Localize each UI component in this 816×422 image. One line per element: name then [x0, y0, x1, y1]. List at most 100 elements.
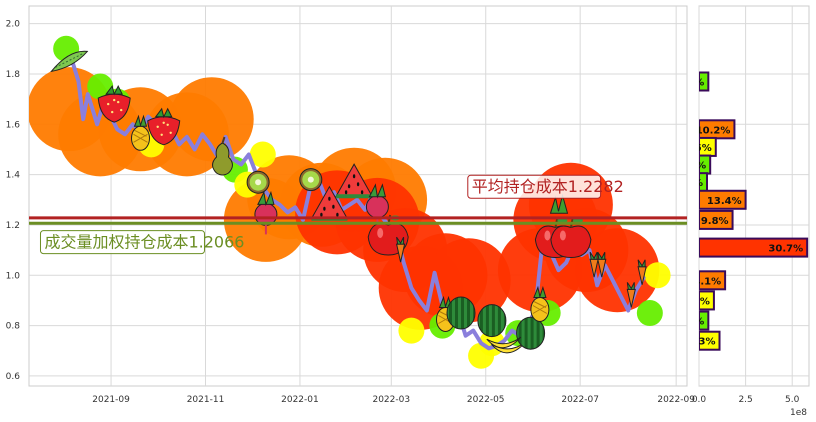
distribution-blob-small [398, 317, 425, 344]
annotation-label: 成交量加权持仓成本1.2066 [44, 233, 244, 252]
volume-bar [699, 237, 809, 258]
apple-shine [559, 230, 566, 241]
carrot-icon [589, 251, 599, 278]
main-chart-panel: 平均持仓成本1.2282 成交量加权持仓成本1.2066 0.6 0.8 1.0 1.2… [6, 5, 695, 405]
volume-bar [699, 71, 710, 92]
watermelon-icon [446, 296, 476, 330]
watermelon-seed [328, 196, 331, 201]
y-tick-label: 1.4 [6, 171, 21, 181]
watermelon-body [477, 304, 507, 338]
x-tick-label: 2022-05 [467, 395, 505, 405]
fruit-icons [50, 50, 647, 354]
strawberry-seed [111, 110, 114, 114]
carrot-icon [597, 251, 607, 278]
cost-lines [29, 216, 687, 225]
watermelon-icon [516, 316, 546, 350]
pear-stem [221, 136, 226, 144]
pineapple-top-icon [549, 193, 569, 214]
apple-shine [544, 230, 551, 241]
pea-pod-seam [55, 52, 84, 68]
strawberry-icon [97, 84, 131, 123]
apple-body [550, 225, 592, 259]
y-tick-label: 1.8 [6, 70, 21, 80]
strawberry-leaves [105, 84, 124, 96]
watermelon-seed [360, 190, 364, 195]
annotation-box [39, 230, 205, 255]
volume-bar-label: % [696, 161, 706, 172]
pineapple-leaves [133, 114, 148, 128]
side-x-offset-label: 1e8 [790, 408, 807, 418]
carrot-icon [626, 282, 636, 308]
banana-body [486, 336, 522, 349]
volume-bar-label: 10.2% [696, 125, 731, 136]
volume-bar-label: % [694, 77, 704, 88]
x-tick-label: 2021-09 [92, 395, 130, 405]
y-tick-label: 1.0 [6, 271, 21, 281]
side-x-tick-label: 5.0 [785, 395, 800, 405]
distribution-blob [575, 228, 660, 313]
watermelon-seed [332, 204, 335, 209]
carrot-leaves [637, 259, 646, 268]
strawberry-seed [120, 108, 123, 112]
x-axis-ticks: 2021-09 2021-11 2022-01 2022-03 2022-05 2022-… [92, 395, 695, 405]
watermelon-seed [347, 184, 351, 189]
volume-bar-label: % [694, 317, 704, 328]
volume-bar-label: % [693, 178, 703, 189]
side-x-tick-label: 0.0 [692, 395, 707, 405]
volume-bar [699, 270, 727, 291]
distribution-blob-small [249, 141, 276, 168]
radish-body [365, 195, 389, 219]
carrot-leaves [589, 251, 598, 260]
radish-leaves [368, 183, 387, 199]
pineapple-top-leaves [549, 193, 569, 214]
kiwi-core [255, 179, 262, 186]
strawberry-seed [113, 98, 116, 102]
pear-icon [212, 136, 233, 176]
y-axis-ticks: 0.6 0.8 1.0 1.2 1.4 1.6 1.8 2.0 [6, 20, 21, 382]
carrot-leaves [626, 282, 635, 290]
annotation-box [467, 174, 602, 199]
strawberry-leaves [154, 107, 173, 119]
watermelon-body [516, 316, 546, 350]
watermelon-icon [477, 304, 507, 338]
volume-bar [699, 189, 747, 210]
kiwi-icon [299, 168, 323, 192]
watermelon-seed [356, 182, 360, 187]
radish-icon [254, 190, 278, 235]
strawberry-icon [147, 107, 181, 146]
side-x-tick-label: 2.5 [738, 395, 752, 405]
kiwi-icon [246, 170, 270, 194]
watermelon-seed [336, 212, 339, 217]
volume-bar [699, 330, 721, 351]
watermelon-seed [323, 206, 326, 211]
x-tick-label: 2021-11 [187, 395, 225, 405]
radish-icon [365, 183, 389, 227]
side-x-ticks: 0.0 2.5 5.0 1e8 [692, 395, 807, 418]
pineapple-icon [530, 285, 550, 322]
radish-leaves [257, 190, 275, 207]
x-tick-label: 2022-03 [372, 395, 410, 405]
volume-bar [699, 290, 715, 311]
volume-bar-label: 13.4% [707, 196, 742, 207]
x-tick-label: 2022-07 [561, 395, 599, 405]
volume-bar-label: 9.8% [701, 216, 729, 227]
carrot-leaves [597, 251, 606, 260]
volume-bar-label: 2% [693, 296, 710, 307]
distribution-blob-small [636, 300, 663, 327]
carrot-icon [637, 259, 647, 285]
y-tick-label: 2.0 [6, 20, 21, 30]
carrot-icon [395, 236, 406, 263]
x-tick-label: 2022-09 [657, 395, 695, 405]
volume-bar [699, 209, 734, 230]
y-tick-label: 0.8 [6, 322, 21, 332]
strawberry-seed [160, 133, 163, 136]
x-tick-label: 2022-01 [281, 395, 319, 405]
volume-bar-label: 3% [699, 337, 716, 348]
watermelon-slice-icon [335, 163, 373, 199]
pineapple-leaves [533, 285, 547, 299]
pea-pod-icon [50, 50, 89, 73]
y-tick-label: 1.2 [6, 221, 20, 231]
pear-body [212, 142, 233, 176]
strawberry-seed [156, 125, 159, 128]
